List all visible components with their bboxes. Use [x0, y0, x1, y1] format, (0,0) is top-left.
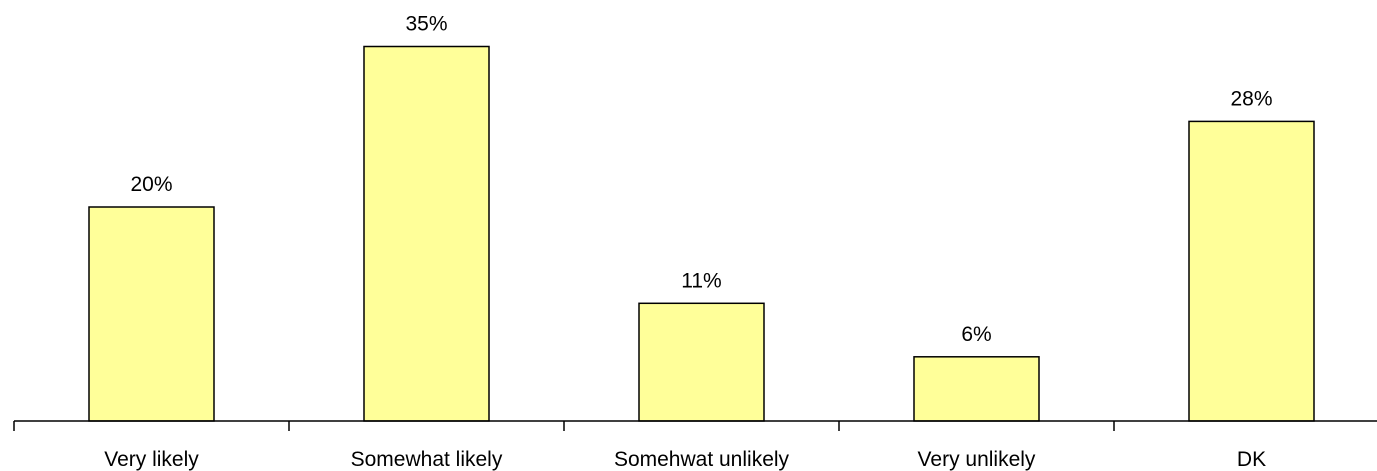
- bar-value-label: 35%: [405, 13, 447, 36]
- value-labels-group: 20% 35% 11% 6% 28%: [130, 13, 1272, 346]
- bar-very-unlikely: [913, 356, 1040, 422]
- x-axis-ticks: [13, 421, 1115, 431]
- category-label: Very unlikely: [918, 448, 1036, 471]
- category-label: DK: [1237, 448, 1266, 471]
- category-label: Somewhat likely: [351, 448, 503, 471]
- bar-very-likely: [88, 206, 215, 422]
- bar-value-label: 28%: [1230, 87, 1272, 110]
- bar-value-label: 6%: [961, 323, 991, 346]
- category-label: Somehwat unlikely: [614, 448, 790, 471]
- bar-dk: [1188, 120, 1315, 422]
- category-label: Very likely: [104, 448, 199, 471]
- bars-group: [88, 45, 1315, 422]
- bar-value-label: 11%: [681, 269, 721, 292]
- bar-somehwat-unlikely: [638, 302, 765, 422]
- bar-somewhat-likely: [363, 45, 490, 422]
- bar-value-label: 20%: [130, 173, 172, 196]
- category-labels-group: Very likely Somewhat likely Somehwat unlik…: [104, 448, 1266, 471]
